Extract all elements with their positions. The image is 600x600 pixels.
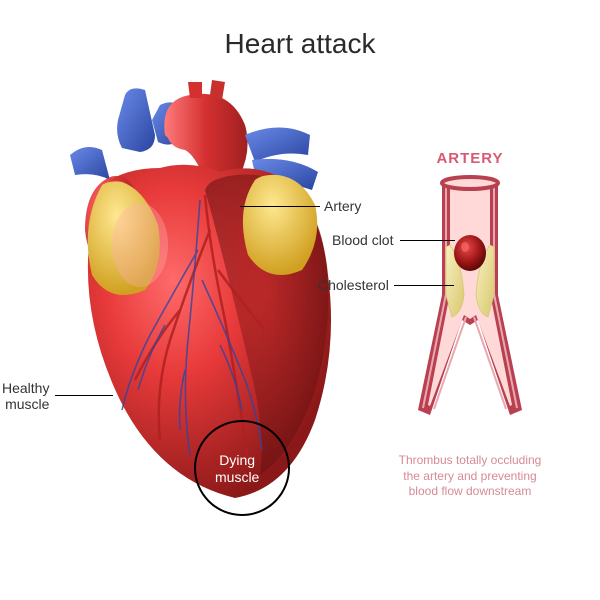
leader-line-cholesterol	[394, 285, 454, 286]
artery-trunk	[418, 177, 522, 415]
aorta-branch	[188, 82, 202, 98]
artery-title: ARTERY	[380, 150, 560, 167]
label-blood-clot: Blood clot	[332, 232, 393, 248]
label-cholesterol: Cholesterol	[318, 277, 389, 293]
label-healthy-muscle: Healthy muscle	[2, 380, 49, 412]
artery-caption: Thrombus totally occluding the artery an…	[370, 453, 570, 500]
label-dying-muscle: Dying muscle	[215, 452, 259, 486]
vein-vessel	[117, 88, 155, 152]
leader-line-clot	[400, 240, 455, 241]
heart-illustration: Artery Healthy muscle Dying muscle	[30, 80, 370, 520]
left-vein	[70, 147, 110, 180]
artery-illustration: ARTERY	[380, 150, 560, 480]
fat-pad-right	[243, 175, 317, 275]
leader-line-artery	[240, 206, 320, 207]
label-artery: Artery	[324, 198, 361, 214]
blood-clot	[454, 235, 486, 271]
diagram-title: Heart attack	[225, 28, 376, 60]
leader-line-healthy	[55, 395, 113, 396]
heart-highlight	[112, 203, 168, 287]
pulmonary-vein	[245, 128, 310, 163]
